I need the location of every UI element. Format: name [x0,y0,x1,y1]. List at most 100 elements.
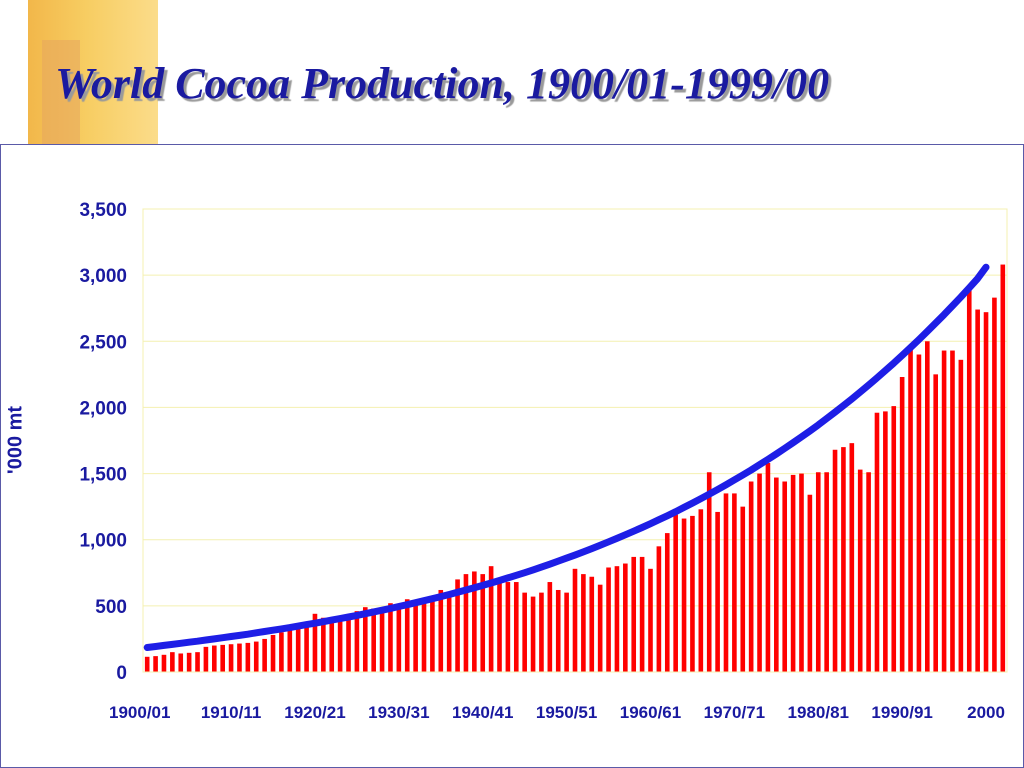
bar [472,571,477,672]
bar [396,604,402,672]
bar [774,477,779,672]
bar [715,511,720,672]
bar [908,345,913,672]
bar [237,643,242,672]
bar [572,568,578,672]
bar [723,493,729,672]
bar [144,656,150,672]
bar [706,472,712,672]
bar [883,411,888,672]
bar [656,546,662,672]
bar [698,509,704,672]
bar [488,566,494,672]
bar [757,473,762,672]
x-tick-label: 2000 [967,703,1005,722]
x-tick-label: 1920/21 [284,703,345,722]
bar [614,566,620,672]
bar [178,653,184,672]
x-tick-label: 1910/11 [201,703,262,722]
x-tick-label: 1990/91 [871,703,932,722]
bar [346,615,351,672]
bar [639,556,645,672]
bar [371,608,376,672]
bar [841,447,846,672]
bar [547,582,553,672]
bar [404,599,410,672]
bar [748,481,754,672]
bar [1000,264,1006,672]
bar [228,644,234,672]
bar [664,533,670,672]
bar [438,589,444,672]
bar [790,474,796,672]
bar [631,556,637,672]
bar [354,611,360,672]
bar [966,287,972,672]
bar [732,493,737,672]
bar [673,514,678,672]
bar [211,645,217,672]
bar [279,632,284,672]
bar [799,473,804,672]
bar [648,568,653,672]
bar [899,377,905,672]
bar [312,613,318,672]
x-tick-label: 1980/81 [788,703,849,722]
bar [379,609,385,672]
bar [455,579,460,672]
bar [740,506,746,672]
bar [564,592,569,672]
bar [413,600,418,672]
bar [362,607,368,672]
bar [807,494,813,672]
bar [321,617,326,672]
x-tick-label: 1930/31 [368,703,429,722]
page-title: World Cocoa Production, 1900/01-1999/00 [55,59,830,108]
bar [388,603,393,672]
bar [430,597,435,672]
bar [824,472,829,672]
bar [270,634,276,672]
bar [220,644,225,672]
y-tick-label: 3,000 [79,266,127,287]
bar [681,518,687,672]
y-tick-label: 0 [116,663,127,684]
bar [950,350,955,672]
bar [597,584,603,672]
bar [329,623,335,672]
bar [874,412,880,672]
bar [916,354,922,672]
bar [262,638,267,672]
bar [186,652,192,672]
bar [161,654,167,672]
bar [958,359,964,672]
bar [513,582,519,672]
bar [539,592,544,672]
bar [555,589,561,672]
decorative-header-accent [42,40,80,144]
trend-line [143,263,990,651]
bar [463,574,469,672]
bar [832,449,838,672]
bar [623,563,628,672]
bar [522,592,527,672]
bar [690,515,695,672]
bar [530,596,536,672]
bar [287,629,293,672]
bar [253,641,259,672]
x-tick-label: 1940/41 [452,703,513,722]
y-tick-label: 2,000 [79,398,127,419]
y-tick-label: 3,500 [79,200,127,221]
y-tick-label: 500 [95,597,127,618]
bar [941,350,947,672]
bar [480,574,486,672]
x-tick-label: 1950/51 [536,703,597,722]
bar [304,623,309,672]
bar [933,374,939,672]
x-tick-label: 1900/01 [109,703,170,722]
y-tick-label: 1,000 [79,531,127,552]
bar [925,341,930,672]
bar [245,642,251,672]
bar [866,472,871,672]
